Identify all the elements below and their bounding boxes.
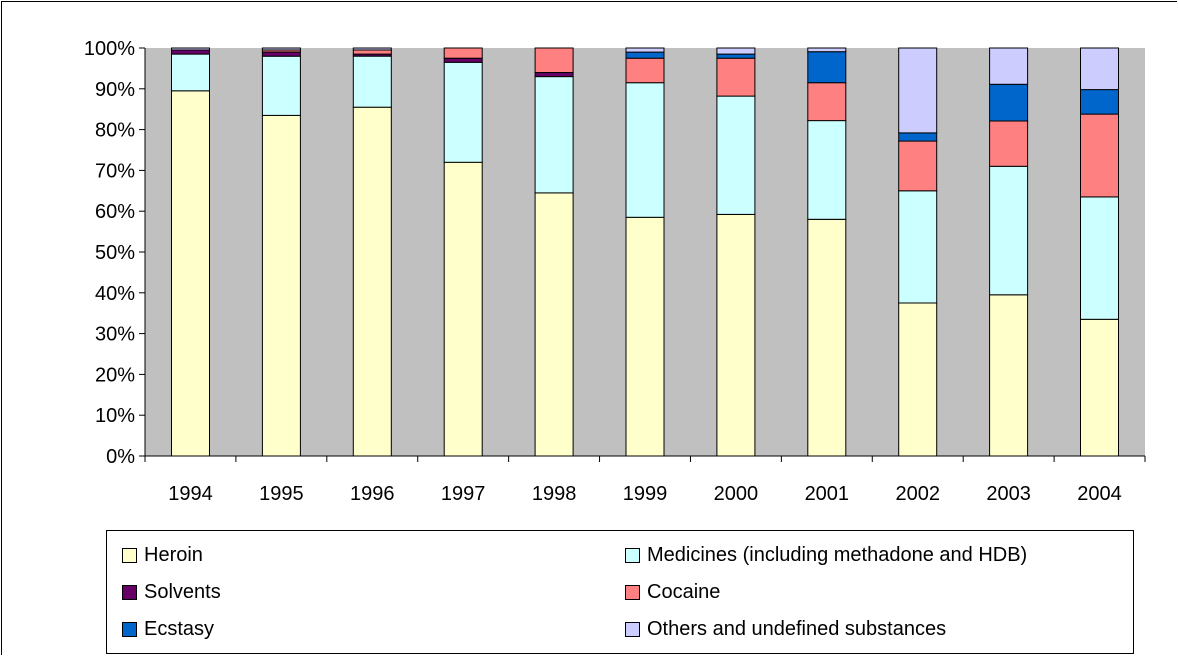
- bar-segment-2001-series-4: [807, 51, 847, 84]
- bar-segment-1995-series-5: [261, 47, 301, 51]
- bar-segment-2002-series-5: [898, 47, 938, 134]
- legend-label: Others and undefined substances: [647, 618, 947, 640]
- bar-segment-2001-series-3: [807, 82, 847, 122]
- y-tick-label: 60%: [95, 201, 135, 223]
- bar-segment-1997-series-1: [443, 61, 483, 163]
- x-tick-label: 2002: [895, 483, 940, 505]
- x-tick-label: 1997: [441, 483, 486, 505]
- legend-label: Medicines (including methadone and HDB): [647, 544, 1028, 566]
- legend-item: Others and undefined substances: [625, 618, 946, 641]
- bar-segment-2001-series-0: [807, 218, 847, 457]
- bar-segment-2004-series-4: [1080, 89, 1119, 115]
- bar-segment-1999-series-0: [625, 216, 665, 457]
- x-tick-label: 2003: [986, 483, 1031, 505]
- bar-segment-1997-series-2: [443, 57, 483, 63]
- x-tick-label: 1999: [623, 483, 668, 505]
- bar-segment-1996-series-3: [352, 49, 392, 55]
- bar-segment-2001-series-5: [807, 47, 847, 53]
- bar-segment-2002-series-0: [898, 302, 938, 457]
- bar-segment-1996-series-5: [352, 47, 392, 51]
- x-tick-label: 2001: [805, 483, 850, 505]
- bar-segment-2000-series-5: [716, 47, 756, 55]
- y-tick-label: 20%: [95, 364, 135, 386]
- bar-segment-2002-series-3: [898, 140, 938, 192]
- bar-segment-2003-series-0: [989, 294, 1029, 457]
- x-tick-label: 1998: [532, 483, 577, 505]
- legend-swatch: [122, 548, 137, 563]
- x-tick-label: 1995: [259, 483, 304, 505]
- bars-group: [171, 47, 1119, 457]
- y-tick-label: 100%: [84, 38, 135, 60]
- x-tick-label: 2000: [714, 483, 759, 505]
- bar-segment-1999-series-5: [625, 47, 665, 53]
- bar-segment-1998-series-0: [534, 192, 574, 457]
- legend-swatch: [122, 585, 137, 600]
- axes-group: 0% 10% 20% 30% 40% 50% 60% 70% 80% 90% 100% 1994 199…: [84, 38, 1146, 505]
- bar-segment-2004-series-5: [1080, 47, 1119, 91]
- chart-svg: 0% 10% 20% 30% 40% 50% 60% 70% 80% 90% 100% 1994 199…: [84, 38, 1146, 505]
- bar-segment-1996-series-0: [352, 106, 392, 457]
- legend-swatch: [122, 622, 137, 637]
- legend-item: Solvents: [122, 581, 221, 604]
- y-tick-label: 80%: [95, 120, 135, 142]
- bar-segment-1995-series-1: [261, 55, 301, 116]
- bar-segment-2001-series-1: [807, 120, 847, 220]
- y-tick-label: 30%: [95, 324, 135, 346]
- legend-item: Medicines (including methadone and HDB): [625, 544, 1027, 567]
- y-tick-label: 50%: [95, 242, 135, 264]
- bar-segment-1998-series-2: [534, 72, 574, 78]
- y-tick-label: 40%: [95, 283, 135, 305]
- bar-segment-2003-series-1: [989, 165, 1029, 296]
- y-tick-label: 0%: [106, 446, 135, 468]
- bar-segment-2002-series-4: [898, 132, 938, 142]
- legend-label: Heroin: [144, 544, 203, 566]
- y-tick-label: 90%: [95, 79, 135, 101]
- x-tick-label: 1994: [168, 483, 213, 505]
- bar-segment-1996-series-1: [352, 55, 392, 108]
- bar-segment-1999-series-3: [625, 57, 665, 84]
- bar-segment-1994-series-2: [171, 49, 210, 55]
- bar-segment-1998-series-1: [534, 76, 574, 194]
- bar-segment-1999-series-4: [625, 51, 665, 59]
- bar-segment-2002-series-1: [898, 190, 938, 304]
- bar-segment-1999-series-1: [625, 82, 665, 218]
- x-tick-label: 1996: [350, 483, 395, 505]
- legend: Heroin Medicines (including methadone and…: [106, 530, 1134, 654]
- bar-segment-2003-series-4: [989, 83, 1029, 122]
- legend-item: Ecstasy: [122, 618, 214, 641]
- legend-swatch: [625, 622, 640, 637]
- y-tick-label: 10%: [95, 405, 135, 427]
- bar-segment-2003-series-3: [989, 120, 1029, 167]
- bar-segment-2004-series-3: [1080, 113, 1119, 198]
- legend-label: Solvents: [144, 581, 221, 603]
- bar-segment-2000-series-0: [716, 214, 756, 457]
- legend-label: Ecstasy: [144, 618, 215, 640]
- bar-segment-2003-series-5: [989, 47, 1029, 85]
- legend-swatch: [625, 548, 640, 563]
- bar-segment-1994-series-5: [171, 47, 210, 51]
- bar-segment-2004-series-0: [1080, 318, 1119, 457]
- bar-segment-1994-series-0: [171, 90, 210, 457]
- legend-item: Cocaine: [625, 581, 720, 604]
- bar-segment-1997-series-0: [443, 161, 483, 457]
- bar-segment-2000-series-3: [716, 57, 756, 97]
- bar-segment-2000-series-4: [716, 53, 756, 59]
- bar-segment-1997-series-3: [443, 47, 483, 59]
- bar-segment-1998-series-3: [534, 47, 574, 73]
- legend-label: Cocaine: [647, 581, 721, 603]
- bar-segment-1995-series-2: [261, 51, 301, 57]
- bar-segment-1995-series-0: [261, 114, 301, 457]
- bar-segment-2000-series-1: [716, 95, 756, 215]
- bar-segment-2004-series-1: [1080, 196, 1119, 320]
- legend-swatch: [625, 585, 640, 600]
- y-tick-label: 70%: [95, 160, 135, 182]
- legend-item: Heroin: [122, 544, 203, 567]
- x-tick-label: 2004: [1077, 483, 1122, 505]
- bar-segment-1994-series-1: [171, 53, 210, 92]
